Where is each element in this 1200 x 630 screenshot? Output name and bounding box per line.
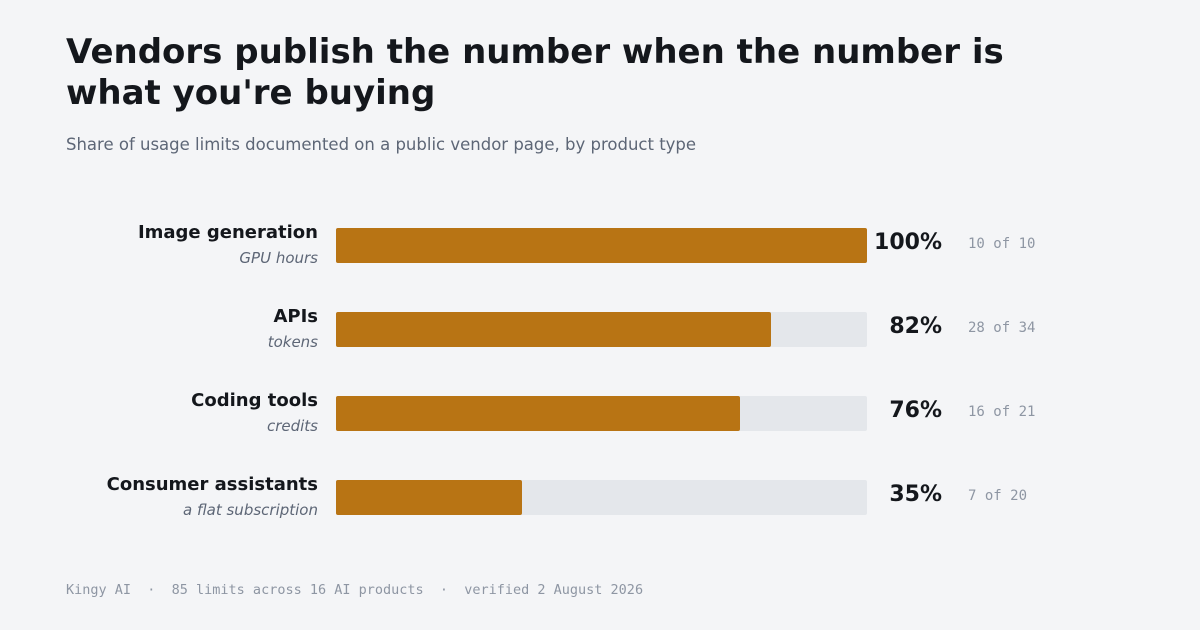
category-label: Coding tools [191, 390, 318, 411]
bar-track [336, 480, 867, 515]
bar [336, 480, 522, 515]
category-label: APIs [273, 306, 318, 327]
bar-row: APIs tokens 82% 28 of 34 [0, 284, 1200, 368]
bar-track [336, 228, 867, 263]
bar-row: Consumer assistants a flat subscription 35… [0, 452, 1200, 536]
chart-subtitle: Share of usage limits documented on a pu… [66, 135, 697, 154]
unit-label: tokens [267, 333, 318, 351]
value-label: 100% [874, 230, 942, 255]
unit-label: a flat subscription [183, 501, 318, 519]
count-label: 7 of 20 [968, 488, 1028, 504]
value-label: 35% [889, 482, 942, 507]
bar [336, 396, 740, 431]
category-label: Consumer assistants [106, 474, 318, 495]
bar-track [336, 312, 867, 347]
chart-title: Vendors publish the number when the numb… [66, 32, 1004, 113]
bar-chart: Image generation GPU hours 100% 10 of 10 API… [0, 200, 1200, 540]
category-label: Image generation [137, 222, 318, 243]
bar-track [336, 396, 867, 431]
count-label: 10 of 10 [968, 236, 1036, 252]
bar-row: Image generation GPU hours 100% 10 of 10 [0, 200, 1200, 284]
unit-label: GPU hours [239, 249, 318, 267]
count-label: 16 of 21 [968, 404, 1036, 420]
source-footer: Kingy AI · 85 limits across 16 AI produc… [66, 582, 644, 598]
bar [336, 228, 867, 263]
bar [336, 312, 772, 347]
unit-label: credits [266, 417, 318, 435]
count-label: 28 of 34 [968, 320, 1036, 336]
value-label: 76% [889, 398, 942, 423]
value-label: 82% [889, 314, 942, 339]
bar-row: Coding tools credits 76% 16 of 21 [0, 368, 1200, 452]
